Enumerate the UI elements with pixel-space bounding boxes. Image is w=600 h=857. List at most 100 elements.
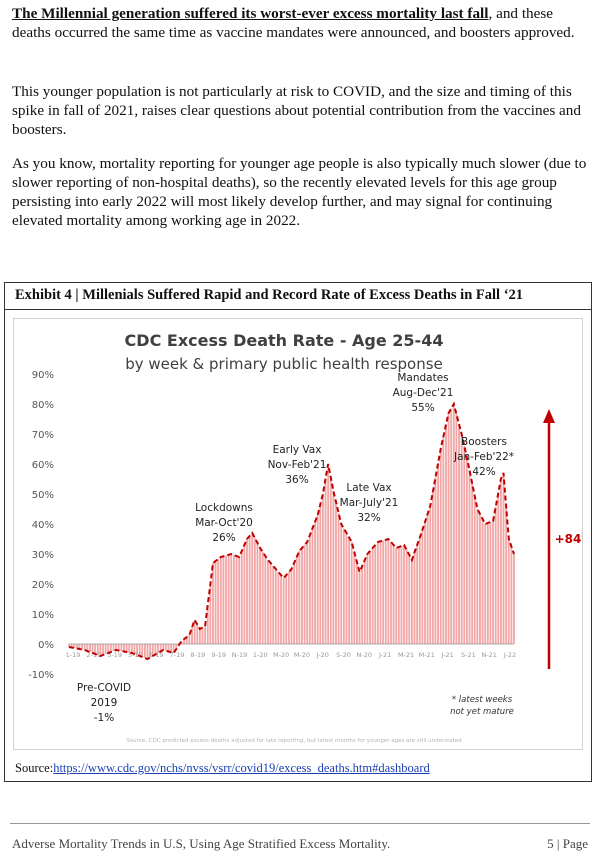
- bar: [350, 542, 353, 644]
- y-tick-label: 40%: [32, 520, 54, 531]
- bar: [329, 477, 332, 644]
- bar: [293, 563, 296, 644]
- bar: [128, 644, 131, 653]
- chart-title: CDC Excess Death Rate - Age 25-44: [125, 331, 444, 350]
- bar: [479, 514, 481, 644]
- y-tick-label: 20%: [32, 580, 54, 591]
- x-tick-label: J-21: [440, 651, 453, 659]
- x-tick-label: J-20: [316, 651, 329, 659]
- bar: [408, 555, 411, 644]
- bar: [248, 536, 251, 644]
- bar: [484, 524, 487, 644]
- bar: [492, 521, 494, 644]
- bar: [497, 493, 500, 644]
- increase-indicator: +84%: [543, 409, 582, 669]
- bar: [405, 550, 408, 644]
- bar: [264, 556, 267, 644]
- annotations: Lockdowns Mar-Oct'20 26% Early Vax Nov-Feb'2…: [77, 372, 514, 724]
- bar: [230, 554, 233, 644]
- bar: [243, 545, 246, 644]
- bar: [267, 560, 269, 644]
- bar: [395, 548, 398, 644]
- x-tick-label: N-19: [232, 651, 247, 659]
- bar: [188, 635, 191, 644]
- bar: [246, 539, 248, 644]
- bar: [502, 473, 505, 644]
- bar: [392, 545, 395, 644]
- x-tick-label: M-20: [273, 651, 289, 659]
- bar: [170, 644, 172, 653]
- bar: [107, 644, 110, 653]
- source-line: Source:https://www.cdc.gov/nchs/nvss/vsr…: [15, 761, 430, 776]
- bar: [191, 627, 193, 644]
- bar: [358, 572, 361, 644]
- pre-covid-label: Pre-COVID: [77, 682, 131, 694]
- bar: [437, 463, 439, 644]
- x-tick-label: 9-19: [211, 651, 226, 659]
- bar: [70, 644, 73, 648]
- bar: [94, 644, 97, 654]
- y-tick-label: 30%: [32, 550, 54, 561]
- y-tick-label: 70%: [32, 430, 54, 441]
- bar: [510, 546, 513, 644]
- chart-source-note: Source: CDC predicted excess deaths adju…: [126, 738, 461, 744]
- bar: [348, 537, 350, 644]
- bar: [154, 644, 157, 655]
- bar: [102, 644, 104, 655]
- annotation-label: Boosters: [461, 436, 507, 448]
- bar: [73, 644, 76, 648]
- bar: [136, 644, 138, 655]
- x-axis: 1-19 2-19 3-19 5-19 6-19 7-19 8-19 9-19 N-19 1-20…: [66, 651, 517, 659]
- annotation-label: Nov-Feb'21: [268, 459, 327, 471]
- bar: [175, 644, 178, 649]
- bar: [397, 547, 400, 644]
- annotation-label: Mandates: [397, 372, 448, 384]
- bar: [96, 644, 99, 655]
- annotation-label: Aug-Dec'21: [393, 387, 454, 399]
- bar: [369, 551, 371, 644]
- y-tick-label: 10%: [32, 610, 54, 621]
- bar: [235, 556, 238, 644]
- bar: [277, 572, 280, 644]
- bar: [130, 644, 133, 653]
- annotation-label: Lockdowns: [195, 502, 253, 514]
- bar: [455, 414, 458, 644]
- note-line: not yet mature: [450, 707, 514, 717]
- source-link[interactable]: https://www.cdc.gov/nchs/nvss/vsrr/covid…: [53, 761, 430, 775]
- bar: [282, 578, 285, 644]
- paragraph-2: This younger population is not particula…: [12, 83, 581, 138]
- bar: [371, 548, 374, 644]
- bar: [222, 556, 225, 644]
- bar: [324, 479, 327, 644]
- bar: [445, 425, 447, 644]
- x-tick-label: N-20: [357, 651, 372, 659]
- bar: [120, 644, 123, 651]
- exhibit-box: Exhibit 4 | Millenials Suffered Rapid an…: [4, 282, 592, 782]
- y-tick-label: 80%: [32, 400, 54, 411]
- bar: [465, 458, 468, 644]
- bar: [322, 494, 324, 644]
- bar: [141, 644, 144, 657]
- bar: [439, 449, 442, 644]
- x-tick-label: J-22: [503, 651, 516, 659]
- bar: [452, 404, 455, 644]
- excess-death-chart: CDC Excess Death Rate - Age 25-44 by wee…: [28, 331, 582, 744]
- bar: [193, 620, 196, 644]
- bar: [387, 539, 390, 644]
- bar: [494, 507, 497, 644]
- bar: [274, 569, 277, 644]
- bar: [306, 542, 309, 644]
- bar: [251, 533, 254, 644]
- bar: [327, 464, 330, 644]
- bar: [89, 644, 91, 652]
- bar: [390, 542, 392, 644]
- bar: [206, 605, 209, 644]
- bar: [403, 545, 405, 644]
- bar: [353, 552, 356, 644]
- bar: [167, 644, 170, 652]
- x-tick-label: 3-19: [107, 651, 122, 659]
- paragraph-3: As you know, mortality reporting for you…: [12, 155, 587, 229]
- bar: [384, 539, 387, 644]
- bar: [311, 528, 314, 644]
- bar: [86, 644, 89, 651]
